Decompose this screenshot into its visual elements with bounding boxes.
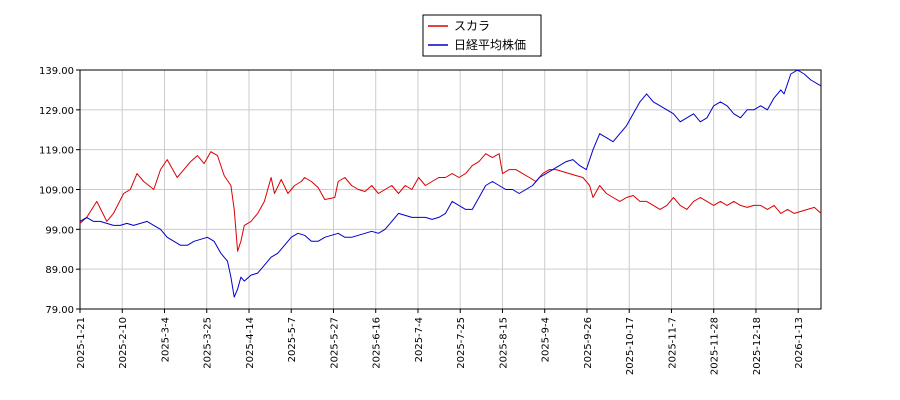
- x-tick-label: 2025-7-4: [414, 317, 425, 362]
- x-tick-label: 2026-1-13: [794, 317, 805, 369]
- x-tick-label: 2025-5-7: [287, 317, 298, 362]
- series-line-0: [79, 151, 822, 252]
- x-tick-label: 2025-12-18: [752, 317, 763, 375]
- y-tick-label: 89.00: [45, 265, 74, 276]
- y-axis: 79.00 89.00 99.00 109.00 119.00 129.00 139.00: [39, 66, 80, 316]
- legend-box: [422, 14, 542, 57]
- x-tick-label: 2025-9-4: [541, 317, 552, 362]
- x-tick-label: 2025-3-25: [203, 317, 214, 369]
- x-tick-label: 2025-4-14: [245, 317, 256, 369]
- series-line-1: [79, 69, 822, 298]
- x-tick-label: 2025-6-16: [372, 317, 383, 369]
- y-tick-label: 79.00: [45, 305, 74, 316]
- legend-label-1: 日経平均株価: [454, 37, 526, 52]
- y-tick-label: 109.00: [39, 186, 74, 197]
- x-tick-label: 2025-11-28: [710, 317, 721, 375]
- legend: スカラ 日経平均株価: [422, 14, 542, 57]
- y-tick-label: 99.00: [45, 225, 74, 236]
- x-tick-label: 2025-11-7: [667, 317, 678, 369]
- x-tick-label: 2025-9-26: [583, 317, 594, 369]
- x-tick-label: 2025-5-27: [329, 317, 340, 369]
- x-tick-label: 2025-1-21: [76, 317, 87, 369]
- grid: [79, 69, 821, 310]
- x-tick-label: 2025-3-4: [160, 317, 171, 362]
- x-tick-label: 2025-10-17: [625, 317, 636, 375]
- y-tick-label: 139.00: [39, 66, 74, 77]
- series-group: [79, 69, 822, 298]
- legend-label-0: スカラ: [454, 19, 490, 33]
- x-tick-label: 2025-2-10: [118, 317, 129, 369]
- x-tick-label: 2025-8-15: [498, 317, 509, 369]
- x-tick-label: 2025-7-25: [456, 317, 467, 369]
- y-tick-label: 129.00: [39, 106, 74, 117]
- y-tick-label: 119.00: [39, 146, 74, 157]
- x-axis: 2025-1-21 2025-2-10 2025-3-4 2025-3-25 2025-…: [76, 309, 805, 375]
